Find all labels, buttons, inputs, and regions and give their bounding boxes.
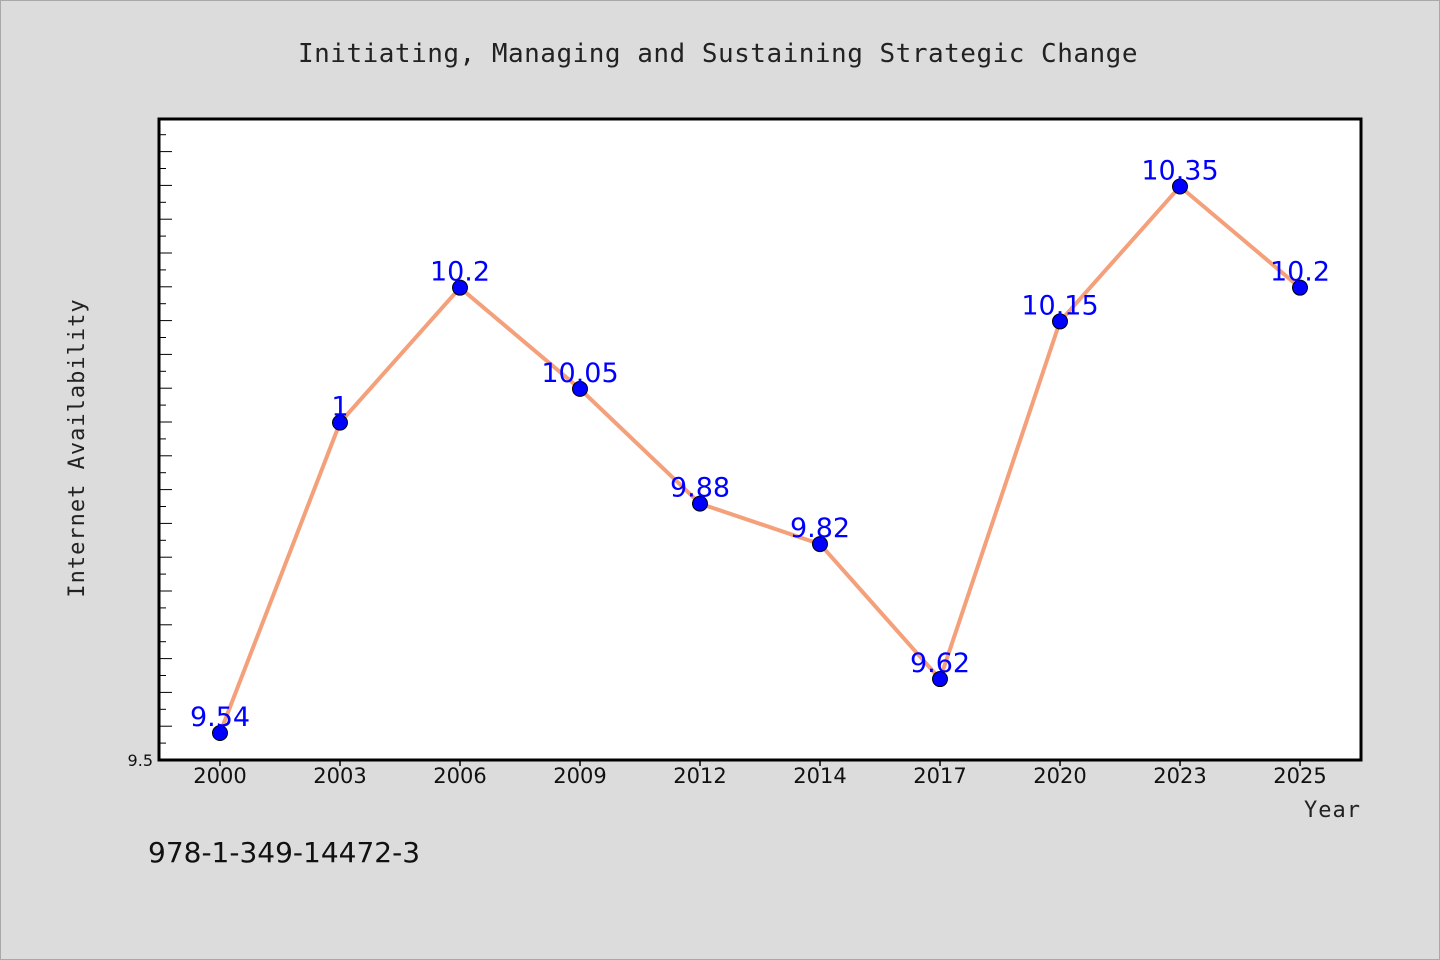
x-axis-title: Year: [1304, 798, 1361, 823]
data-point-marker: [452, 279, 468, 296]
data-point-marker: [1292, 279, 1308, 296]
data-point-label: 10.35: [1141, 155, 1218, 186]
x-tick-label: 2006: [433, 764, 486, 788]
data-point-marker: [212, 725, 228, 742]
x-tick-label: 2023: [1153, 764, 1206, 788]
data-point-marker: [1172, 178, 1188, 195]
plot-area: [157, 117, 1363, 762]
x-tick-label: 2017: [913, 764, 966, 788]
x-tick-label: 2025: [1273, 764, 1326, 788]
isbn-text: 978-1-349-14472-3: [148, 836, 420, 869]
data-point-marker: [932, 671, 948, 688]
x-tick-label: 2012: [673, 764, 726, 788]
data-point-marker: [1052, 313, 1068, 330]
x-tick-label: 2000: [193, 764, 246, 788]
y-axis-title: Internet Availability: [65, 298, 90, 597]
data-point-label: 10.2: [1270, 257, 1330, 288]
y-axis-ticks: [159, 134, 172, 744]
data-point-label: 10.2: [430, 257, 490, 288]
data-point-marker: [332, 414, 348, 431]
y-tick-label: 9.5: [128, 751, 153, 770]
data-point-label: 9.88: [670, 473, 730, 504]
data-point-marker: [812, 536, 828, 553]
data-point-label: 9.62: [910, 648, 970, 679]
data-markers: [212, 178, 1308, 742]
x-tick-label: 2009: [553, 764, 606, 788]
data-point-marker: [572, 380, 588, 397]
data-point-label: 9.82: [790, 513, 850, 544]
data-point-label: 9.54: [190, 702, 250, 733]
x-tick-label: 2014: [793, 764, 846, 788]
series-line: [218, 184, 1302, 734]
data-point-marker: [692, 495, 708, 512]
chart-title: Initiating, Managing and Sustaining Stra…: [298, 39, 1138, 69]
data-labels: 9.54 1 10.2 10.05 9.88 9.82 9.62 10.15 10.35 10.2: [190, 155, 1330, 733]
x-axis-ticks: 2000 2003 2006 2009 2012 2014 2017 2020 2023 2025: [193, 760, 1327, 788]
data-point-label: 10.15: [1021, 290, 1098, 321]
data-point-label: 10.05: [541, 358, 618, 389]
x-tick-label: 2020: [1033, 764, 1086, 788]
data-point-label: 1: [331, 392, 348, 423]
x-tick-label: 2003: [313, 764, 366, 788]
